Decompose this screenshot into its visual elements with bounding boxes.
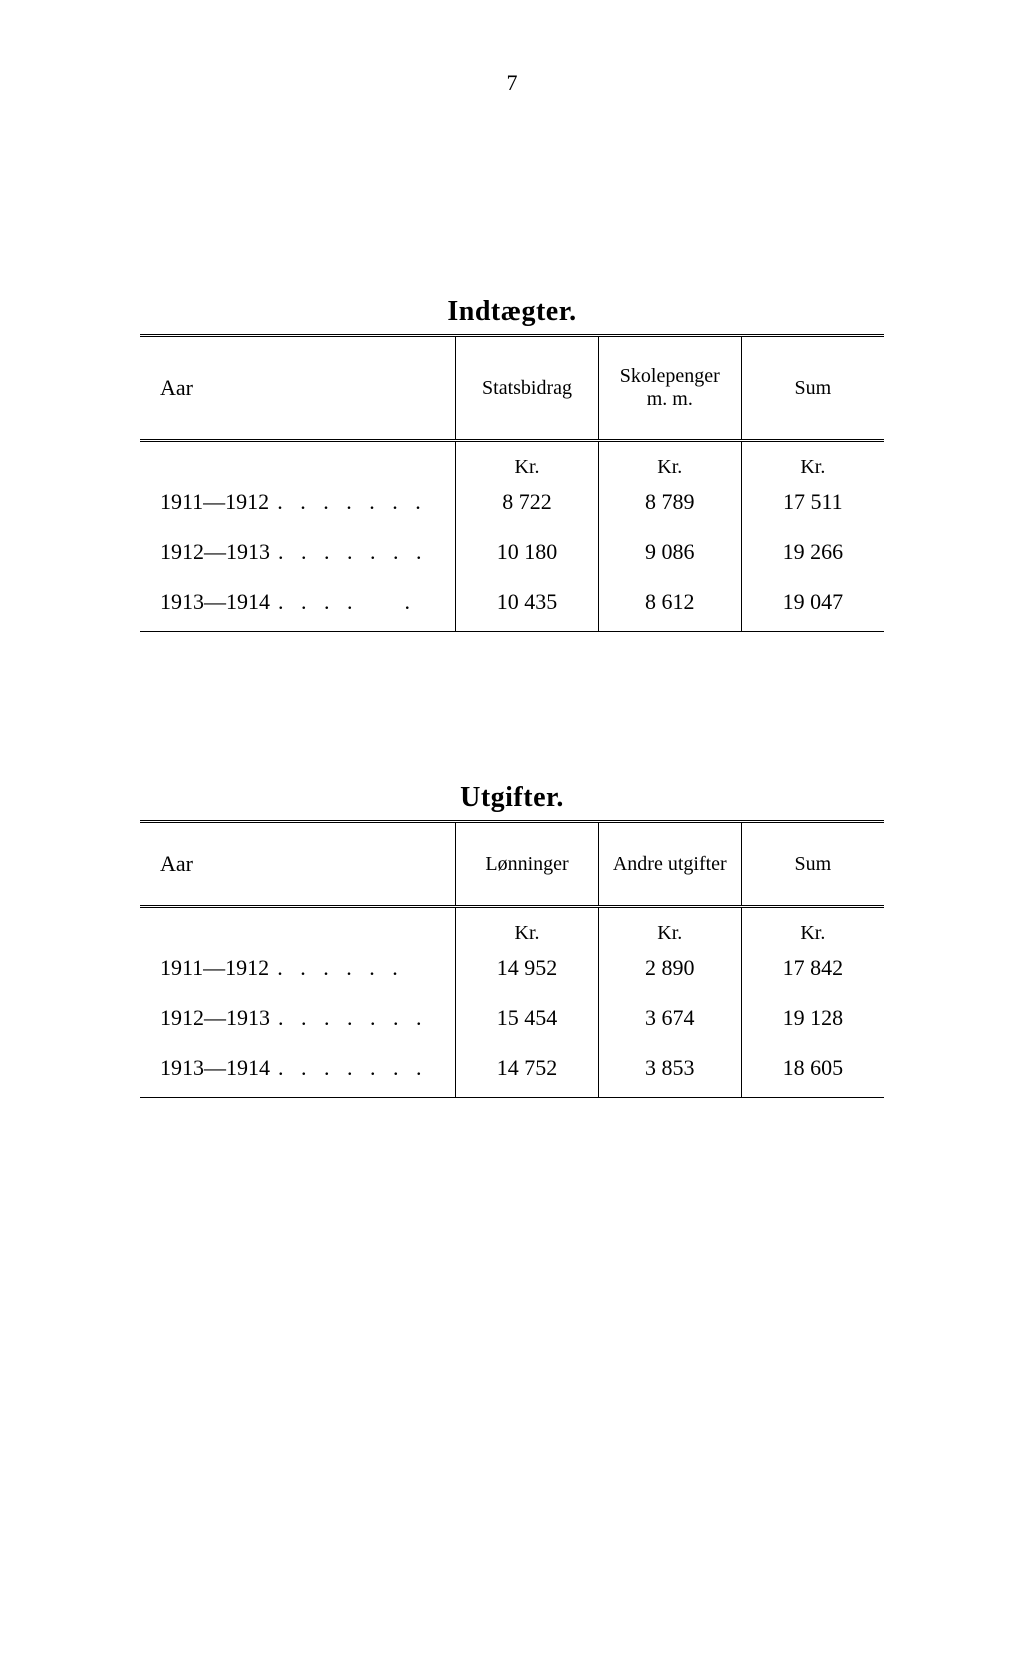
leader-dots: . . . . . . . (269, 489, 443, 515)
table1-row2-c2: 8 612 (598, 581, 741, 632)
table1-row0-c1: 8 722 (456, 481, 599, 531)
table2-row0-year: 1911—1912 (160, 955, 269, 981)
table1-unit-3: Kr. (741, 441, 884, 482)
table1-row1-c2: 9 086 (598, 531, 741, 581)
table-row: 1912—1913 . . . . . . . 10 180 9 086 19 … (140, 531, 884, 581)
table2-row0-c2: 2 890 (598, 947, 741, 997)
table1-header-statsbidrag: Statsbidrag (456, 336, 599, 441)
table1: Aar Statsbidrag Skolepenger m. m. Sum Kr… (140, 334, 884, 632)
table1-row0-c2: 8 789 (598, 481, 741, 531)
table1-row0-year: 1911—1912 (160, 489, 269, 515)
table2-row1-c3: 19 128 (741, 997, 884, 1047)
table-row: 1911—1912 . . . . . . . 8 722 8 789 17 5… (140, 481, 884, 531)
table2-row1-year: 1912—1913 (160, 1005, 270, 1031)
table2: Aar Lønninger Andre utgifter Sum Kr. Kr.… (140, 820, 884, 1098)
table2-row2-year: 1913—1914 (160, 1055, 270, 1081)
table2-header-row: Aar Lønninger Andre utgifter Sum (140, 822, 884, 907)
table1-unit-2: Kr. (598, 441, 741, 482)
table1-row1-c1: 10 180 (456, 531, 599, 581)
table-row: 1913—1914 . . . . . . . 14 752 3 853 18 … (140, 1047, 884, 1098)
table1-row1-c3: 19 266 (741, 531, 884, 581)
table2-header-lonninger: Lønninger (456, 822, 599, 907)
table2-unit-1: Kr. (456, 907, 599, 948)
table2-row2-c3: 18 605 (741, 1047, 884, 1098)
table2-row1-c1: 15 454 (456, 997, 599, 1047)
table1-header-aar: Aar (140, 336, 456, 441)
table1-unit-row: Kr. Kr. Kr. (140, 441, 884, 482)
table1-row2-year: 1913—1914 (160, 589, 270, 615)
leader-dots: . . . . . . . (270, 539, 443, 565)
table2-row2-c2: 3 853 (598, 1047, 741, 1098)
leader-dots: . . . . . (270, 589, 443, 615)
table2-header-sum: Sum (741, 822, 884, 907)
table2-unit-row: Kr. Kr. Kr. (140, 907, 884, 948)
page-number: 7 (140, 70, 884, 96)
table2-row0-c3: 17 842 (741, 947, 884, 997)
table2-row2-c1: 14 752 (456, 1047, 599, 1098)
table1-header-skolepenger: Skolepenger m. m. (598, 336, 741, 441)
table1-row2-c3: 19 047 (741, 581, 884, 632)
table1-row1-year: 1912—1913 (160, 539, 270, 565)
leader-dots: . . . . . . (269, 955, 443, 981)
table2-row0-c1: 14 952 (456, 947, 599, 997)
table2-header-aar: Aar (140, 822, 456, 907)
table1-title: Indtægter. (140, 296, 884, 328)
table1-row2-c1: 10 435 (456, 581, 599, 632)
table2-header-andre: Andre utgifter (598, 822, 741, 907)
table2-row1-c2: 3 674 (598, 997, 741, 1047)
table2-unit-3: Kr. (741, 907, 884, 948)
leader-dots: . . . . . . . (270, 1055, 443, 1081)
leader-dots: . . . . . . . (270, 1005, 443, 1031)
table1-header-sum: Sum (741, 336, 884, 441)
table1-row0-c3: 17 511 (741, 481, 884, 531)
table-row: 1913—1914 . . . . . 10 435 8 612 19 047 (140, 581, 884, 632)
table1-unit-1: Kr. (456, 441, 599, 482)
table-row: 1911—1912 . . . . . . 14 952 2 890 17 84… (140, 947, 884, 997)
table-row: 1912—1913 . . . . . . . 15 454 3 674 19 … (140, 997, 884, 1047)
table2-unit-2: Kr. (598, 907, 741, 948)
table2-title: Utgifter. (140, 782, 884, 814)
page: 7 Indtægter. Aar Statsbidrag Skolepenger… (0, 0, 1024, 1665)
table1-header-row: Aar Statsbidrag Skolepenger m. m. Sum (140, 336, 884, 441)
